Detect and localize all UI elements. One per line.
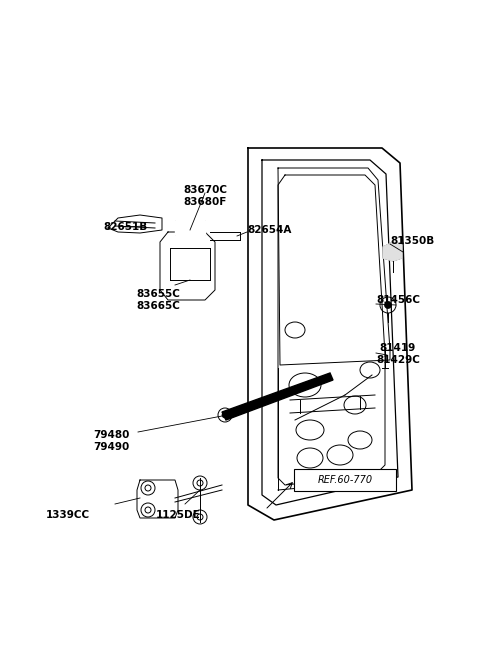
Circle shape	[222, 412, 228, 418]
FancyBboxPatch shape	[294, 469, 396, 491]
Polygon shape	[222, 373, 333, 420]
Circle shape	[384, 302, 392, 308]
Text: 81350B: 81350B	[390, 236, 434, 246]
Text: 79480
79490: 79480 79490	[93, 430, 130, 451]
Text: 81456C: 81456C	[376, 295, 420, 305]
Text: 1125DE: 1125DE	[156, 510, 200, 520]
Polygon shape	[383, 242, 402, 261]
Text: 83655C
83665C: 83655C 83665C	[136, 289, 180, 310]
Text: 83670C
83680F: 83670C 83680F	[183, 185, 227, 207]
Text: 81419
81429C: 81419 81429C	[376, 343, 420, 365]
Polygon shape	[175, 220, 205, 235]
Text: 1339CC: 1339CC	[46, 510, 90, 520]
Text: 82654A: 82654A	[247, 225, 291, 235]
Text: REF.60-770: REF.60-770	[317, 475, 372, 485]
Text: 82651B: 82651B	[103, 222, 147, 232]
